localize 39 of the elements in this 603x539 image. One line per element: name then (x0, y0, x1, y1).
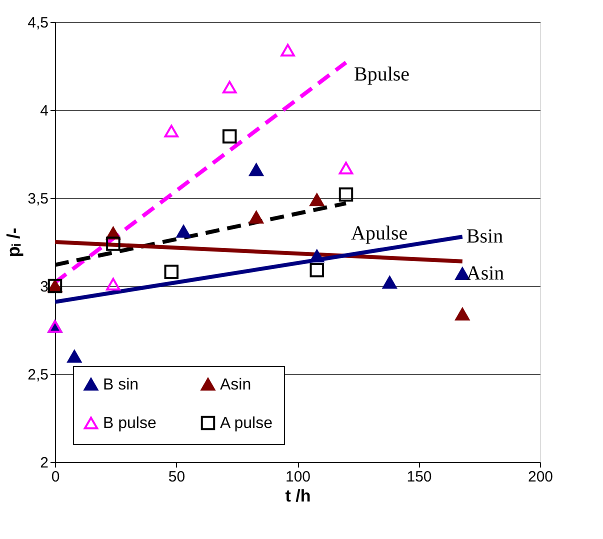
point (310, 263, 324, 278)
x-tick-label: 200 (528, 468, 554, 486)
point (222, 80, 237, 94)
point (310, 193, 324, 206)
point (176, 225, 191, 238)
y-tick-label: 4,5 (28, 14, 48, 32)
point (249, 164, 264, 176)
legend-label: Asin (220, 376, 252, 394)
point (455, 308, 470, 320)
point (382, 276, 397, 289)
annotation: Bpulse (354, 63, 410, 86)
legend-label: A pulse (220, 415, 273, 432)
point (67, 350, 82, 363)
y-axis-title: pᵢ /- (4, 228, 24, 258)
annotation: Apulse (351, 222, 408, 244)
point (280, 44, 295, 56)
x-tick-label: 100 (285, 468, 311, 486)
legend-label: B sin (103, 376, 139, 394)
point (106, 278, 120, 291)
y-tick-label: 4 (40, 102, 48, 120)
point (222, 129, 237, 144)
point (164, 264, 179, 280)
point (249, 211, 264, 224)
point (310, 250, 324, 262)
x-axis-title: t /h (285, 486, 311, 506)
x-tick-label: 50 (168, 468, 186, 486)
y-tick-label: 2,5 (28, 366, 48, 384)
x-tick-label: 0 (51, 468, 60, 486)
annotation: Asin (466, 262, 504, 285)
x-tick-label: 150 (406, 468, 432, 486)
point (338, 187, 354, 202)
y-tick-label: 3 (40, 278, 48, 296)
legend-label: B pulse (103, 415, 156, 432)
point (164, 124, 179, 138)
point (106, 236, 120, 251)
point (338, 162, 354, 174)
y-tick-label: 2 (40, 454, 48, 472)
y-tick-label: 3,5 (28, 190, 48, 208)
annotation: Bsin (466, 226, 504, 248)
